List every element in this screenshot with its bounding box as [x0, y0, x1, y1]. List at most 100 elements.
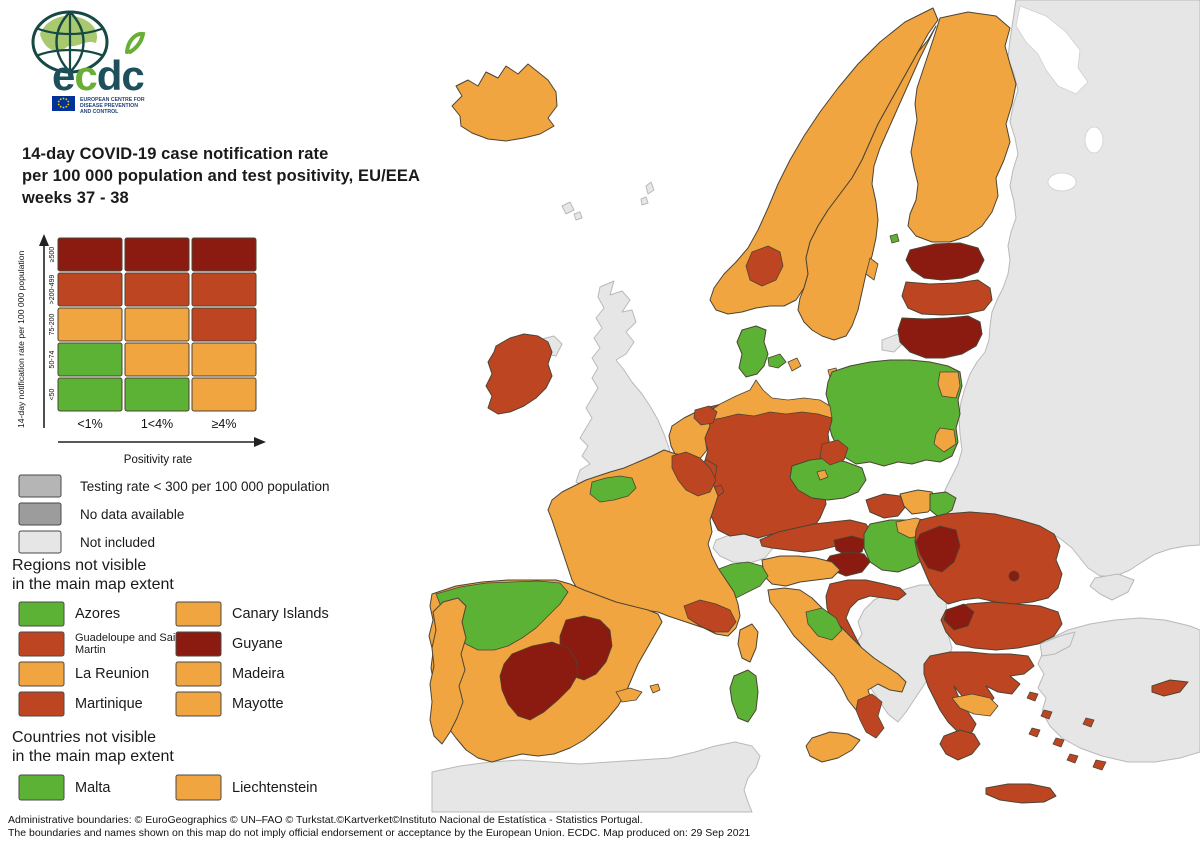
globe-meridian-left [55, 11, 71, 73]
region-balearics [615, 687, 643, 703]
region-bucharest [1008, 570, 1020, 582]
eu-flag-icon [52, 96, 75, 111]
region-ireland [485, 333, 553, 415]
matrix-x-axis-label: Positivity rate [124, 454, 192, 466]
legend-liechtenstein: Liechtenstein [175, 774, 317, 801]
region-poland [825, 359, 963, 467]
legend-mayotte: Mayotte [175, 691, 284, 717]
legend-malta: Malta [18, 774, 110, 801]
legend-guadeloupe: Guadeloupe and Saint Martin [18, 631, 185, 657]
region-poland-east-2 [933, 427, 957, 453]
region-corsica [737, 623, 759, 663]
testing-rate-swatch [18, 474, 62, 498]
mayotte-swatch [175, 691, 222, 717]
region-turkey [1037, 617, 1200, 763]
matrix-cell-r4c1 [57, 342, 123, 377]
ecdc-logo: ecdc EUROPEAN CENTRE FOR DISEASE PREVENT… [31, 10, 146, 115]
azores-label: Azores [75, 606, 121, 622]
region-italy-center-green [805, 607, 843, 641]
legend-azores: Azores [18, 601, 120, 627]
region-denmark-island-orange [787, 357, 802, 372]
legend-madeira: Madeira [175, 661, 284, 687]
eu-flag-stars [57, 97, 70, 109]
region-poland-east-1 [937, 371, 961, 399]
canary-swatch [175, 601, 222, 627]
region-slovakia-west [865, 493, 907, 519]
region-latvia [901, 279, 993, 316]
martinique-swatch [18, 691, 65, 717]
region-crete [985, 783, 1057, 804]
not-included-swatch [18, 530, 62, 554]
legend-canary-islands: Canary Islands [175, 601, 329, 627]
region-france-normandy [589, 475, 637, 503]
region-aegean-island-2 [1040, 709, 1053, 720]
matrix-cell-r4c3 [191, 342, 257, 377]
liechtenstein-swatch [175, 774, 222, 801]
region-shetland-islet [640, 196, 649, 206]
region-faroe-islet [573, 211, 583, 221]
matrix-col-label-2: 1<4% [141, 417, 173, 431]
matrix-cell-r3c3 [191, 307, 257, 342]
globe-parallel-upper [35, 26, 105, 36]
region-estonia [905, 242, 985, 281]
region-denmark-zealand [767, 353, 787, 369]
martinique-label: Martinique [75, 696, 143, 712]
region-faroe-islands [561, 201, 575, 215]
region-france-grand-est [671, 451, 717, 497]
logo-wordmark: ecdc [52, 52, 144, 99]
matrix-row-label-5: <50 [49, 388, 56, 400]
region-aland [889, 233, 900, 244]
countries-legend-heading: Countries not visible in the main map ex… [12, 728, 174, 766]
region-silesia [819, 439, 849, 466]
matrix-col-label-1: <1% [77, 417, 102, 431]
legend-la-reunion: La Reunion [18, 661, 149, 687]
region-aegean-island-1 [1026, 691, 1039, 702]
region-portugal [429, 597, 467, 745]
logo-org-line-3: AND CONTROL [80, 109, 119, 115]
region-romania-west [915, 525, 961, 573]
region-sweden [797, 25, 937, 341]
region-kaliningrad [881, 333, 903, 353]
guyane-label: Guyane [232, 636, 283, 652]
madeira-label: Madeira [232, 666, 285, 682]
white-sea [1015, 5, 1089, 95]
lake-ladoga [1047, 172, 1077, 192]
azores-swatch [18, 601, 65, 627]
region-aegean-island-3 [1028, 727, 1041, 738]
matrix-row-label-3: 75-200 [49, 313, 56, 335]
not-included-label: Not included [80, 534, 156, 550]
madeira-swatch [175, 661, 222, 687]
matrix-cell-r5c3 [191, 377, 257, 412]
matrix-y-arrowhead [39, 234, 49, 246]
region-france-paca [683, 599, 737, 633]
matrix-row-label-4: 50-74 [49, 350, 56, 368]
footer-disclaimer: The boundaries and names shown on this m… [8, 827, 751, 839]
legend-not-included: Not included [18, 530, 155, 554]
legend-martinique: Martinique [18, 691, 143, 717]
region-turkey-thrace [1039, 631, 1076, 657]
region-iceland [451, 63, 558, 142]
matrix-cell-r3c1 [57, 307, 123, 342]
footer-attribution: Administrative boundaries: © EuroGeograp… [8, 814, 643, 826]
no-data-swatch [18, 502, 62, 526]
region-norway-oslo [745, 245, 784, 287]
guadeloupe-swatch [18, 631, 65, 657]
matrix-cell-r1c1 [57, 237, 123, 272]
countries-heading-line-2: in the main map extent [12, 748, 174, 765]
matrix-cell-r2c3 [191, 272, 257, 307]
matrix-row-label-2: >200-499 [49, 275, 56, 305]
matrix-cell-r1c2 [124, 237, 190, 272]
mayotte-label: Mayotte [232, 696, 284, 712]
matrix-y-axis-label: 14-day notification rate per 100 000 pop… [16, 251, 26, 428]
region-greece-attica [951, 693, 999, 717]
matrix-cells [57, 237, 257, 412]
malta-label: Malta [75, 779, 111, 796]
region-shetland [645, 181, 655, 195]
region-bulgaria-northwest [943, 603, 975, 631]
region-italy-north [761, 555, 841, 587]
region-slovakia-east [929, 491, 957, 519]
logo-org-line-2: DISEASE PREVENTION [80, 103, 138, 109]
matrix-row-label-1: ≥500 [49, 247, 56, 263]
